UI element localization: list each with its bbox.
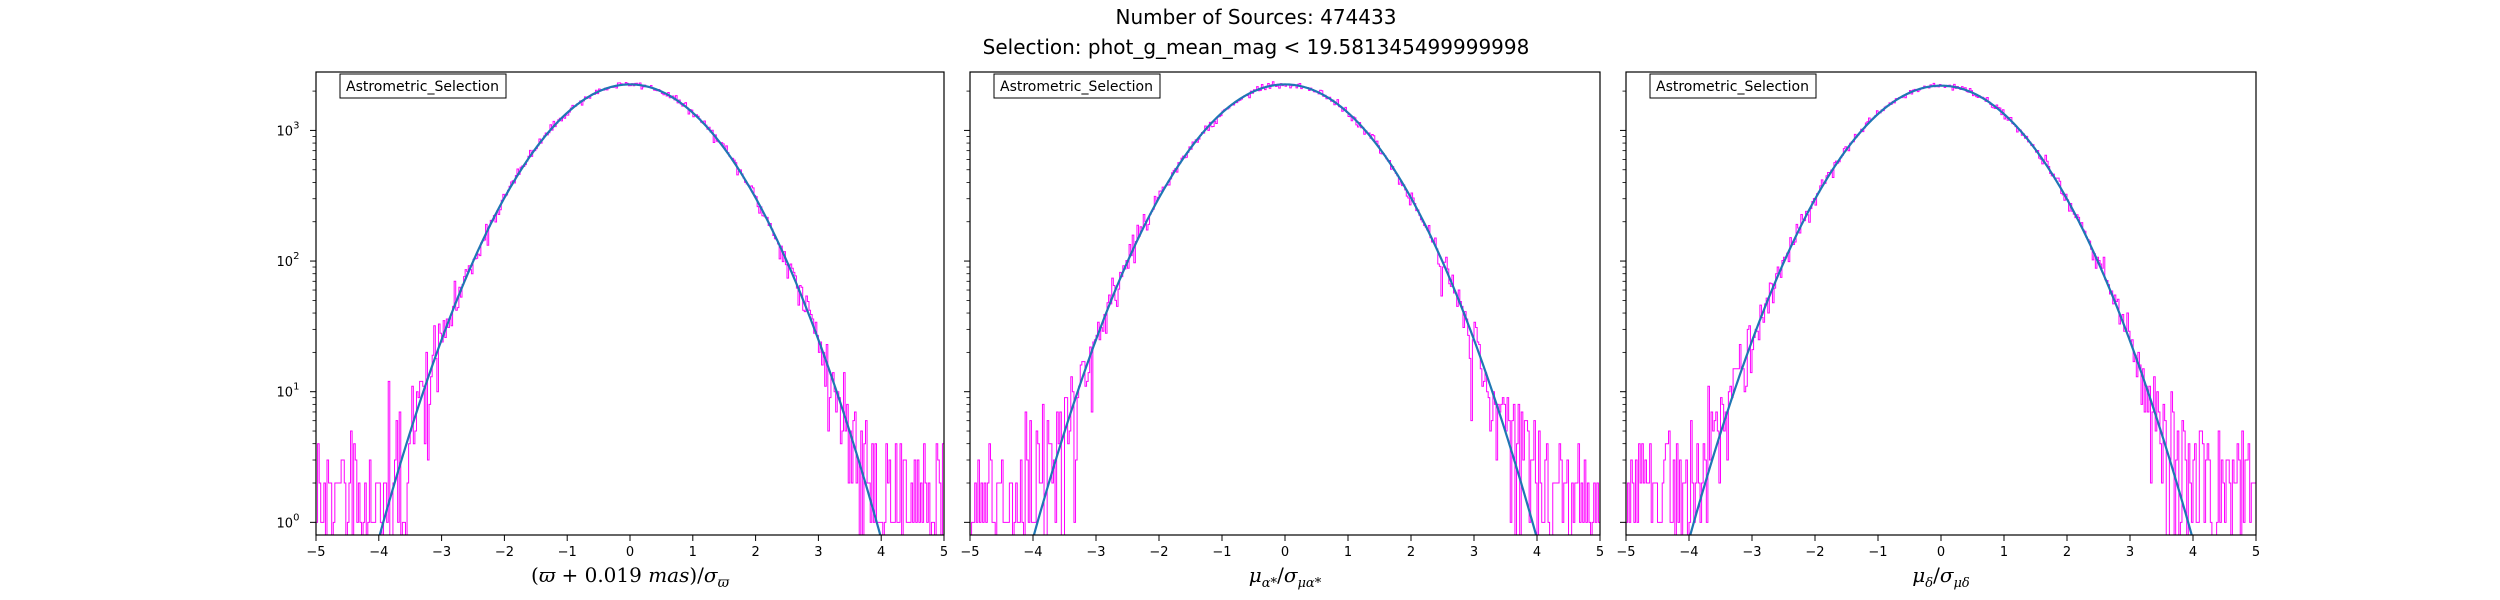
x-axis-label: μδ/σμδ [1912,563,1970,591]
x-tick-label: 4 [877,545,885,560]
x-tick-label: −1 [1212,545,1231,560]
y-tick-label: 101 [277,382,300,401]
x-tick-label: 5 [2252,545,2260,560]
x-tick-label: −1 [1868,545,1887,560]
x-tick-label: −2 [495,545,514,560]
x-tick-label: −5 [1616,545,1635,560]
panel-pmdec: −5 −4 −3 −2 −1 0 1 2 3 4 5 Astrometric_Selection μδ/… [1616,71,2260,591]
legend-label: Astrometric_Selection [1000,79,1153,95]
y-tick-label: 102 [277,251,300,270]
x-tick-label: 0 [626,545,634,560]
legend-label: Astrometric_Selection [1656,79,1809,95]
legend-box [993,73,1161,99]
x-tick-label: 2 [2063,545,2071,560]
y-tick-label: 103 [277,120,300,139]
x-tick-label: −5 [960,545,979,560]
x-tick-label: 1 [1344,545,1352,560]
x-tick-label: 5 [940,545,948,560]
x-tick-label: 3 [2126,545,2134,560]
panel-parallax: −5 −4 −3 −2 −1 0 1 2 3 4 5 100 101 102 103 Astrometric_… [277,71,948,591]
plot-area [316,81,944,535]
x-tick-label: −4 [1023,545,1042,560]
gaussian-fit-line [1689,84,2193,535]
x-tick-label: −3 [432,545,451,560]
plot-area [1626,82,2256,535]
legend-label: Astrometric_Selection [346,79,499,95]
x-tick-label: −4 [1679,545,1698,560]
x-tick-label: −2 [1805,545,1824,560]
x-tick-label: 0 [1937,545,1945,560]
x-tick-label: 3 [1470,545,1478,560]
x-tick-label: 4 [1533,545,1541,560]
x-tick-label: −5 [306,545,325,560]
x-tick-label: 1 [2000,545,2008,560]
x-axis-label: (ϖ + 0.019 mas)/σϖ [531,563,730,591]
x-tick-label: 4 [2189,545,2197,560]
gaussian-fit-line [378,83,882,535]
x-tick-label: 5 [1596,545,1604,560]
y-tick-label: 100 [277,512,300,531]
x-tick-label: 2 [751,545,759,560]
gaussian-fit-line [1032,83,1538,535]
x-tick-label: −3 [1742,545,1761,560]
x-tick-label: 3 [814,545,822,560]
legend-box [1649,73,1817,99]
panel-pmra: −5 −4 −3 −2 −1 0 1 2 3 4 5 Astrometric_Selection μα*… [960,71,1604,591]
x-tick-label: −2 [1149,545,1168,560]
histogram-line [316,81,944,535]
x-tick-label: 2 [1407,545,1415,560]
legend-box [339,73,507,99]
plot-area [971,81,1600,535]
histogram-line [971,81,1600,535]
histogram-line [1626,82,2256,535]
x-tick-label: −3 [1086,545,1105,560]
x-tick-label: 0 [1281,545,1289,560]
x-axis-label: μα*/σμα* [1249,563,1322,591]
x-tick-label: 1 [689,545,697,560]
x-tick-label: −1 [558,545,577,560]
figure-title-line2: Selection: phot_g_mean_mag < 19.58134549… [983,35,1530,59]
x-tick-label: −4 [369,545,388,560]
figure-title-line1: Number of Sources: 474433 [1116,5,1397,29]
